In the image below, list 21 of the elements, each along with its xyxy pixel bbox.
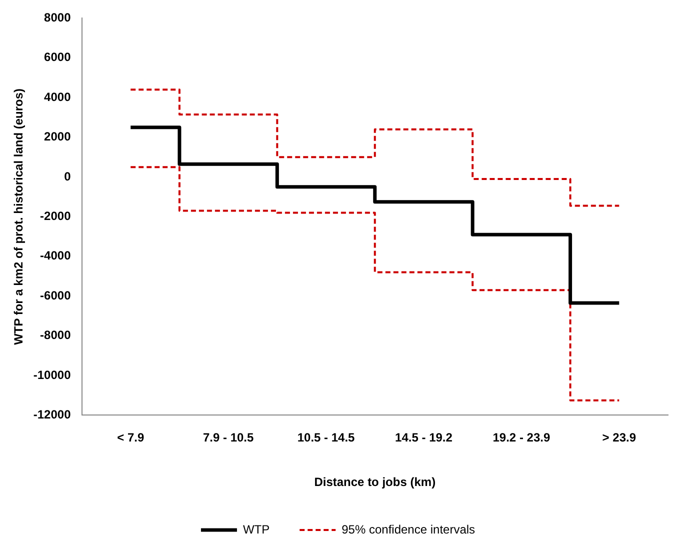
y-tick-label: 8000 (44, 10, 72, 25)
y-tick-label: -2000 (40, 209, 72, 224)
y-tick-label: -4000 (40, 248, 72, 263)
y-tick-label: -8000 (40, 328, 72, 342)
y-tick-label: 2000 (44, 130, 72, 144)
x-tick-label: 14.5 - 19.2 (395, 430, 453, 445)
x-tick-label: 10.5 - 14.5 (297, 430, 356, 445)
y-axis-title: WTP for a km2 of prot. historical land (euros) (12, 88, 26, 345)
x-axis-title: Distance to jobs (km) (314, 475, 436, 490)
x-tick-label: 19.2 - 23.9 (492, 430, 550, 445)
y-tick-label: -12000 (33, 408, 72, 422)
legend-label: 95% confidence intervals (342, 522, 476, 536)
x-tick-label: < 7.9 (117, 430, 144, 445)
y-tick-label: -10000 (33, 368, 72, 382)
y-tick-label: 4000 (44, 90, 72, 104)
x-tick-label: 7.9 - 10.5 (202, 430, 254, 445)
y-tick-label: 0 (64, 169, 72, 184)
x-tick-label: > 23.9 (602, 430, 636, 445)
y-tick-label: 6000 (44, 50, 72, 64)
y-tick-label: -6000 (40, 288, 72, 302)
legend-label: WTP (242, 522, 270, 536)
